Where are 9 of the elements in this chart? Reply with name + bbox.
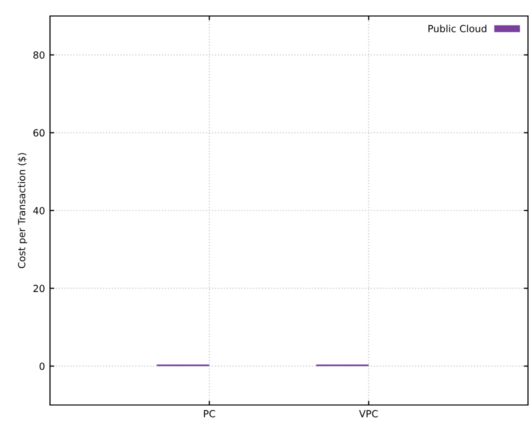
y-tick-label: 20 [33,284,44,292]
y-tick-label: 40 [33,206,44,214]
y-tick-label: 60 [33,129,44,137]
y-tick-label: 80 [33,51,44,59]
y-axis-title: Cost per Transaction ($) [18,153,28,268]
x-tick-label: PC [204,410,216,418]
y-tick-label: 0 [40,362,44,370]
legend-label: Public Cloud [428,24,486,32]
x-tick-label: VPC [359,410,378,418]
